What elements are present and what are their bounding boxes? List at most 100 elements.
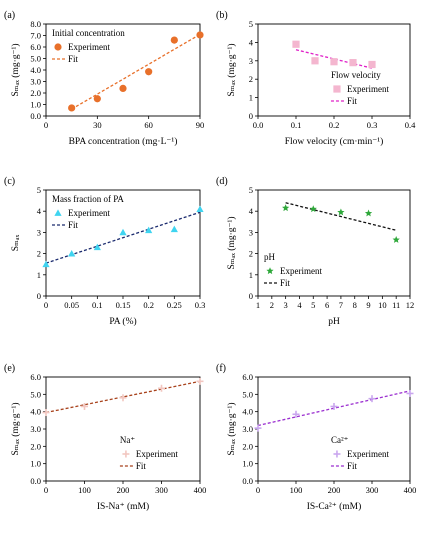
x-tick-label: 4	[297, 300, 302, 310]
x-tick-label: 0.3	[367, 120, 378, 130]
fit-line	[285, 202, 397, 231]
y-tick-label: 2.0	[242, 441, 253, 451]
data-point	[42, 260, 50, 268]
x-tick-label: 8	[353, 300, 357, 310]
x-tick-label: 30	[93, 120, 102, 130]
legend-experiment-label: Experiment	[347, 84, 389, 94]
x-tick-label: 11	[392, 300, 400, 310]
legend-experiment-label: Experiment	[68, 208, 110, 218]
x-tick-label: 0	[44, 300, 48, 310]
data-point	[119, 394, 127, 402]
x-tick-label: 10	[378, 300, 387, 310]
chart-panel: (b) 0.0 0.1 0.2 0.3 0.4 0 1 2 3 4 5 Flow velocity (c…	[216, 10, 416, 147]
data-point	[330, 402, 338, 410]
x-tick-label: 300	[366, 485, 379, 495]
fit-line	[295, 49, 373, 69]
plot-frame	[45, 376, 201, 482]
y-tick-label: 8.0	[30, 19, 41, 29]
x-tick-label: 0.25	[167, 300, 182, 310]
legend-marker	[333, 85, 341, 93]
x-tick-label: 400	[404, 485, 417, 495]
x-tick-label: 5	[311, 300, 315, 310]
data-point	[349, 59, 357, 67]
legend-title: Initial concentration	[52, 28, 125, 38]
data-point	[330, 58, 338, 66]
data-point	[196, 205, 204, 212]
y-tick-label: 4.0	[242, 407, 253, 417]
x-tick-label: 0	[44, 120, 48, 130]
y-tick-label: 4	[249, 206, 254, 216]
panel-label: (d)	[216, 176, 228, 187]
y-tick-label: 0.0	[30, 476, 41, 486]
y-tick-label: 2	[249, 74, 253, 84]
x-tick-label: 3	[284, 300, 288, 310]
y-tick-label: 0.0	[242, 476, 253, 486]
data-point	[364, 209, 373, 217]
data-point	[158, 384, 165, 392]
y-tick-label: 2	[37, 249, 41, 259]
legend-marker	[266, 267, 274, 275]
data-point	[282, 204, 290, 212]
y-tick-label: 4	[249, 37, 254, 47]
panel-label: (e)	[4, 363, 15, 374]
y-axis-label: Sₘₐₓ (mg·g⁻¹)	[226, 43, 237, 96]
y-tick-label: 4	[37, 206, 42, 216]
legend-fit-label: Fit	[68, 54, 79, 64]
data-point	[93, 95, 101, 103]
data-point	[170, 36, 178, 44]
data-point	[292, 410, 300, 418]
x-tick-label: 0.3	[195, 300, 206, 310]
data-point	[309, 205, 317, 213]
x-tick-label: 6	[325, 300, 329, 310]
data-point	[368, 60, 376, 69]
y-tick-label: 3	[37, 227, 41, 237]
x-tick-label: 0.4	[405, 120, 416, 130]
legend-title: pH	[264, 252, 276, 262]
legend-fit-label: Fit	[347, 96, 358, 106]
y-tick-label: 0	[249, 111, 253, 121]
y-tick-label: 3.0	[30, 424, 41, 434]
data-point	[68, 250, 76, 257]
x-axis-label: IS-Ca²⁺ (mM)	[307, 501, 362, 512]
x-tick-label: 90	[196, 120, 205, 130]
y-tick-label: 3	[249, 227, 253, 237]
legend-experiment-label: Experiment	[68, 42, 110, 52]
legend-experiment-label: Experiment	[136, 449, 178, 459]
legend-fit-label: Fit	[68, 220, 79, 230]
x-tick-label: 0	[44, 485, 48, 495]
x-tick-label: 0.05	[64, 300, 79, 310]
data-point	[170, 225, 178, 233]
legend-marker	[122, 450, 130, 458]
y-tick-label: 5.0	[242, 389, 253, 399]
x-tick-label: 7	[339, 300, 343, 310]
chart-panel: (c) 0 0.05 0.1 0.15 0.2 0.25 0.3 0 1 2 3 4 5 PA (%) Sₘₐ…	[4, 176, 205, 327]
chart-panel: (e) 0 100 200 300 400 0.0 1.0 2.0 3.0 4.0 5.0 6.0 IS-…	[4, 363, 206, 512]
fit-line	[45, 380, 201, 414]
y-tick-label: 2	[249, 249, 253, 259]
legend-title: Mass fraction of PA	[52, 194, 124, 204]
y-tick-label: 5.0	[30, 54, 41, 64]
data-point	[42, 409, 50, 417]
x-tick-label: 100	[290, 485, 303, 495]
data-point	[337, 208, 345, 216]
x-tick-label: 200	[328, 485, 341, 495]
data-point	[145, 226, 153, 234]
y-tick-label: 4.0	[30, 65, 41, 75]
x-axis-label: Flow velocity (cm·min⁻¹)	[285, 136, 384, 147]
y-tick-label: 3.0	[30, 77, 41, 87]
y-axis-label: Sₘₐₓ	[11, 235, 21, 252]
x-axis-label: BPA concentration (mg·L⁻¹)	[69, 136, 178, 147]
plot-frame	[257, 189, 411, 297]
x-tick-label: 9	[366, 300, 370, 310]
y-axis-label: Sₘₐₓ (mg·g⁻¹)	[10, 43, 21, 96]
legend-experiment-label: Experiment	[347, 449, 389, 459]
legend-title: Flow velocity	[331, 70, 381, 80]
data-point	[119, 84, 127, 92]
legend-title: Ca²⁺	[331, 435, 349, 445]
x-tick-label: 0.15	[116, 300, 131, 310]
x-tick-label: 2	[270, 300, 274, 310]
x-tick-label: 12	[406, 300, 415, 310]
plot-frame	[257, 376, 411, 482]
